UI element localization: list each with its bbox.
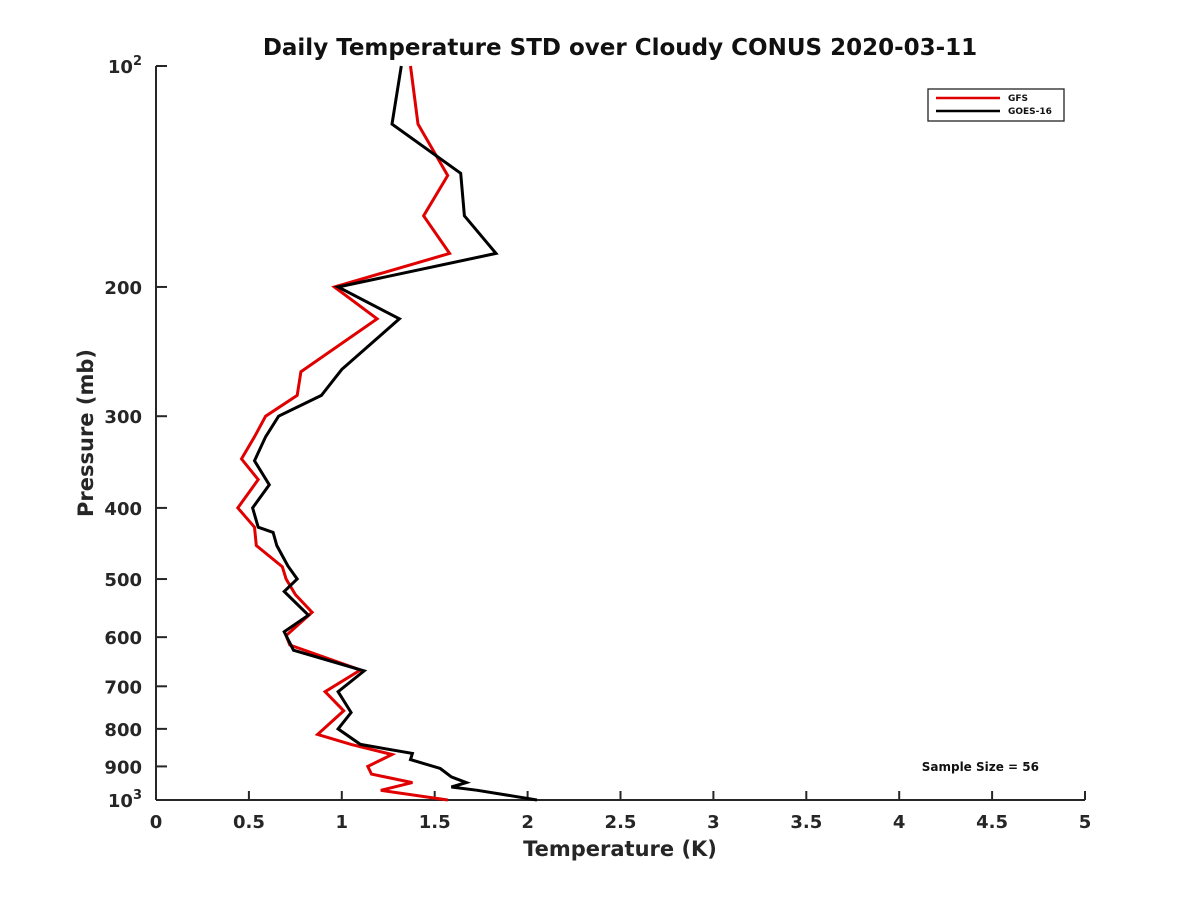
- chart-title: Daily Temperature STD over Cloudy CONUS …: [263, 35, 977, 61]
- y-axis-ticks: 102 200 300 400 500 600 700 800 900 103: [104, 54, 167, 812]
- x-tick-label: 4: [893, 812, 906, 833]
- legend-label: GOES-16: [1008, 107, 1052, 117]
- y-tick-label: 102: [108, 54, 142, 78]
- y-tick-label: 800: [104, 720, 142, 741]
- y-tick-label: 200: [104, 278, 142, 299]
- y-tick-label: 103: [108, 788, 142, 812]
- y-tick-label: 500: [104, 570, 142, 591]
- x-tick-label: 2: [521, 812, 534, 833]
- x-tick-label: 0.5: [233, 812, 265, 833]
- x-tick-label: 3: [707, 812, 720, 833]
- legend-label: GFS: [1008, 94, 1028, 104]
- x-tick-label: 0: [150, 812, 163, 833]
- x-tick-label: 1.5: [419, 812, 451, 833]
- legend-box: [927, 88, 1065, 122]
- series-line-goes-16: [250, 65, 538, 802]
- x-tick-label: 2.5: [605, 812, 637, 833]
- x-tick-label: 1: [336, 812, 349, 833]
- y-tick-label: 700: [104, 677, 142, 698]
- series-line-gfs: [235, 65, 453, 802]
- x-tick-label: 3.5: [790, 812, 822, 833]
- x-axis-label: Temperature (K): [523, 837, 717, 861]
- y-tick-label: 900: [104, 757, 142, 778]
- x-axis-ticks: 0 0.5 1 1.5 2 2.5 3 3.5 4 4.5 5: [150, 791, 1092, 833]
- sample-size-annotation: Sample Size = 56: [922, 760, 1039, 774]
- y-tick-label: 600: [104, 628, 142, 649]
- y-tick-label: 400: [104, 499, 142, 520]
- legend: GFS GOES-16: [927, 88, 1065, 122]
- x-tick-label: 5: [1079, 812, 1092, 833]
- series-layer: [235, 65, 538, 802]
- y-tick-label: 300: [104, 407, 142, 428]
- x-tick-label: 4.5: [976, 812, 1008, 833]
- y-axis-label: Pressure (mb): [74, 349, 98, 517]
